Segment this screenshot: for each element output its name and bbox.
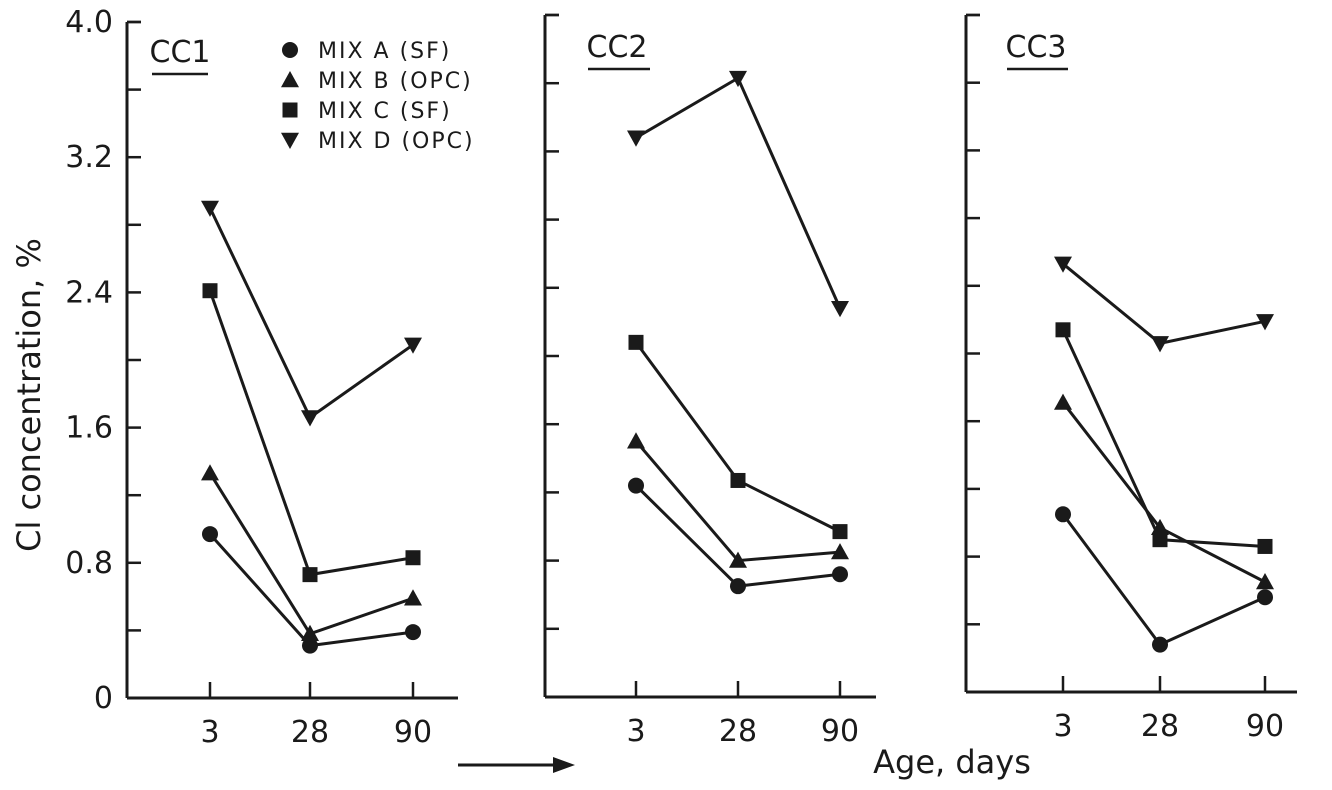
data-point (628, 334, 644, 350)
y-tick-label: 3.2 (65, 140, 113, 175)
legend-label: MIX C (SF) (318, 99, 452, 124)
series-mix-d-opc (627, 70, 849, 318)
data-point (301, 624, 319, 641)
data-point (729, 70, 747, 88)
data-point (627, 130, 645, 147)
legend: MIX A (SF) MIX B (OPC) MIX C (SF) MIX D (OP… (281, 39, 475, 154)
series-mix-c-sf (628, 334, 848, 540)
x-tick-label: 3 (626, 714, 645, 749)
series-mix-d-opc (1054, 256, 1274, 353)
y-tick-label: 1.6 (65, 411, 113, 446)
series-mix-c-sf (202, 283, 421, 583)
series-line (634, 440, 841, 563)
legend-entry: MIX A (SF) (282, 39, 451, 64)
legend-entry: MIX D (OPC) (281, 129, 475, 154)
legend-marker (282, 102, 298, 118)
arrow (458, 757, 575, 773)
x-tick-label: 3 (1053, 709, 1072, 744)
axes-layer: 0 0.8 1.6 2.4 3.2 4.0 3 28 90 CC1 3 28 90 CC2 3 28 90 CC3 (65, 5, 1297, 750)
legend-entry: MIX C (SF) (282, 99, 452, 124)
data-point (1152, 636, 1168, 653)
x-tick-label: 90 (394, 715, 432, 750)
x-tick-label: 28 (719, 714, 757, 749)
y-tick-label: 0 (94, 681, 113, 716)
panel-cc3: 3 28 90 CC3 (964, 13, 1297, 744)
data-point (730, 578, 746, 595)
data-point (1054, 256, 1072, 273)
legend-marker (281, 132, 299, 149)
y-axis-label: Cl concentration, % (10, 238, 48, 552)
data-point (1151, 336, 1169, 353)
series-line (1061, 329, 1266, 548)
series-line (1062, 262, 1266, 345)
data-point (301, 410, 319, 427)
panel-cc2: 3 28 90 CC2 (543, 13, 876, 749)
data-point (404, 589, 422, 606)
series-line (208, 290, 414, 577)
data-point (729, 551, 747, 568)
series-mix-b-opc (1054, 393, 1274, 590)
data-point (1257, 538, 1273, 554)
data-point (832, 524, 848, 540)
data-point (201, 464, 219, 481)
series-line (208, 472, 414, 636)
data-point (1257, 589, 1273, 606)
data-point (627, 432, 645, 449)
data-point (832, 566, 848, 583)
series-line (208, 207, 414, 420)
x-tick-label: 90 (821, 714, 859, 749)
x-tick-label: 28 (291, 715, 329, 750)
data-point (405, 624, 421, 641)
arrow-head (553, 757, 575, 773)
data-point (1256, 314, 1274, 331)
y-tick-label: 0.8 (65, 546, 113, 581)
series-mix-a-sf (202, 526, 421, 654)
data-point (1055, 506, 1071, 523)
y-tick-label: 2.4 (65, 275, 113, 310)
legend-marker (281, 71, 299, 88)
data-point (831, 301, 849, 318)
panel-title: CC3 (1006, 30, 1067, 65)
data-point (1256, 572, 1274, 590)
series-mix-d-opc (201, 200, 422, 427)
legend-marker (282, 42, 298, 58)
data-point (730, 472, 746, 488)
series-line (634, 484, 841, 588)
legend-label: MIX D (OPC) (318, 129, 475, 154)
legend-entry: MIX B (OPC) (281, 69, 473, 94)
panel-title: CC1 (150, 35, 211, 70)
series-layer (201, 70, 1274, 654)
series-mix-a-sf (1055, 506, 1273, 653)
x-tick-label: 28 (1141, 709, 1179, 744)
panel-cc1: 0 0.8 1.6 2.4 3.2 4.0 3 28 90 CC1 (65, 5, 458, 750)
series-mix-a-sf (628, 477, 848, 595)
data-point (201, 200, 219, 217)
data-point (302, 637, 318, 654)
panel-title: CC2 (587, 30, 648, 65)
data-point (202, 283, 218, 299)
data-point (628, 477, 644, 494)
data-point (1152, 532, 1168, 548)
series-line (635, 75, 842, 309)
data-point (404, 337, 422, 354)
data-point (302, 567, 318, 583)
data-point (202, 526, 218, 543)
data-point (831, 543, 849, 560)
series-mix-b-opc (627, 432, 849, 568)
series-mix-c-sf (1055, 322, 1273, 554)
series-line (634, 341, 841, 533)
x-axis-label: Age, days (873, 743, 1031, 781)
x-tick-label: 3 (200, 715, 219, 750)
data-point (1054, 393, 1072, 410)
series-mix-b-opc (201, 464, 422, 641)
legend-label: MIX B (OPC) (318, 69, 473, 94)
data-point (1055, 322, 1071, 338)
data-point (405, 550, 421, 566)
y-tick-label: 4.0 (65, 5, 113, 40)
x-tick-label: 90 (1246, 709, 1284, 744)
legend-label: MIX A (SF) (318, 39, 451, 64)
